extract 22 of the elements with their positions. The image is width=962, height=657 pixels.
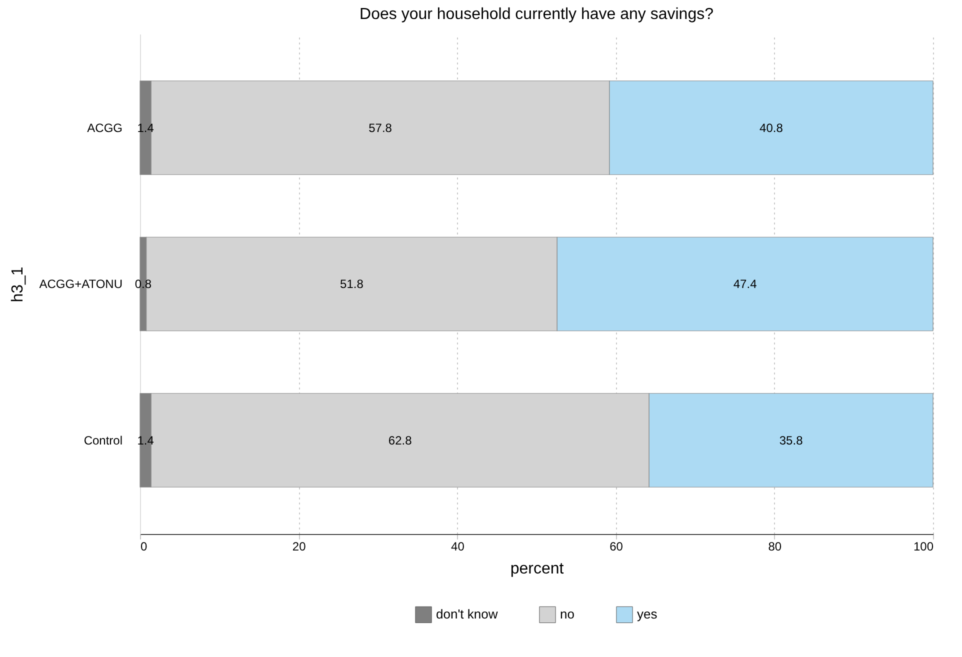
data-label: 47.4 <box>733 277 758 291</box>
x-axis-title: percent <box>510 560 564 578</box>
data-label: 0.8 <box>134 277 152 291</box>
data-label: 35.8 <box>779 433 804 448</box>
y-tick-label: ACGG <box>87 120 122 135</box>
legend-label: no <box>560 606 574 622</box>
data-label: 40.8 <box>760 120 784 135</box>
y-tick-label: ACGG+ATONU <box>39 277 122 291</box>
chart-title: Does your household currently have any savings? <box>360 6 714 23</box>
data-label: 62.8 <box>388 433 412 448</box>
legend-label: don't know <box>436 606 498 622</box>
x-tick-label: 60 <box>610 540 624 554</box>
data-label: 57.8 <box>368 120 392 135</box>
x-tick-label: 40 <box>451 540 465 554</box>
x-tick-label: 20 <box>292 540 306 554</box>
data-label: 51.8 <box>340 277 364 291</box>
y-tick-label: Control <box>84 433 122 448</box>
x-tick-label: 0 <box>140 540 148 554</box>
y-axis-title: h3_1 <box>9 266 26 302</box>
x-tick-label: 100 <box>913 540 934 554</box>
legend-label: yes <box>637 606 658 622</box>
x-tick-label: 80 <box>768 540 782 554</box>
